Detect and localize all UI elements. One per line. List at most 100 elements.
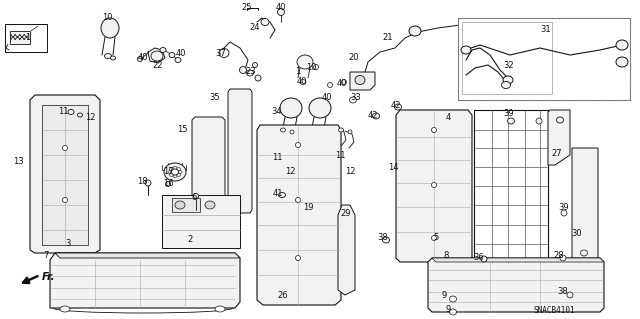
Ellipse shape: [166, 182, 170, 187]
Polygon shape: [10, 31, 30, 44]
Ellipse shape: [178, 170, 182, 174]
Ellipse shape: [261, 19, 269, 26]
Ellipse shape: [296, 256, 301, 261]
Polygon shape: [257, 125, 341, 305]
Ellipse shape: [561, 210, 567, 216]
Ellipse shape: [348, 130, 352, 134]
Text: 20: 20: [349, 54, 359, 63]
Ellipse shape: [104, 54, 111, 58]
Text: 40: 40: [337, 78, 348, 87]
Text: 14: 14: [388, 164, 398, 173]
Ellipse shape: [169, 53, 175, 57]
Text: 11: 11: [58, 108, 68, 116]
Ellipse shape: [215, 306, 225, 312]
Text: 38: 38: [557, 286, 568, 295]
Ellipse shape: [296, 197, 301, 203]
Ellipse shape: [278, 192, 285, 197]
Ellipse shape: [297, 55, 313, 69]
Ellipse shape: [63, 145, 67, 151]
Ellipse shape: [205, 201, 215, 209]
Ellipse shape: [431, 235, 436, 241]
Ellipse shape: [296, 143, 301, 147]
Polygon shape: [55, 253, 240, 258]
Text: 39: 39: [559, 204, 570, 212]
Ellipse shape: [168, 170, 172, 174]
Text: 24: 24: [250, 23, 260, 32]
Ellipse shape: [536, 118, 542, 124]
Text: 10: 10: [306, 63, 316, 71]
Ellipse shape: [431, 182, 436, 188]
Ellipse shape: [355, 76, 365, 85]
Text: 35: 35: [210, 93, 220, 101]
Ellipse shape: [164, 163, 186, 181]
Text: 12: 12: [84, 114, 95, 122]
Ellipse shape: [508, 118, 515, 124]
Text: 28: 28: [554, 250, 564, 259]
Ellipse shape: [567, 292, 573, 298]
Text: 3: 3: [65, 239, 70, 248]
Text: 42: 42: [368, 110, 378, 120]
Ellipse shape: [170, 173, 173, 176]
Text: 7: 7: [44, 250, 49, 259]
Ellipse shape: [193, 194, 198, 198]
Ellipse shape: [253, 63, 257, 68]
Polygon shape: [162, 195, 240, 248]
Text: 2: 2: [188, 235, 193, 244]
Ellipse shape: [60, 306, 70, 312]
Polygon shape: [428, 258, 604, 312]
Ellipse shape: [160, 48, 166, 53]
Polygon shape: [432, 258, 604, 262]
Text: 17: 17: [163, 167, 173, 175]
Text: 32: 32: [504, 61, 515, 70]
Text: 1: 1: [26, 33, 31, 42]
Text: 38: 38: [378, 234, 388, 242]
Text: 8: 8: [444, 250, 449, 259]
Text: 41: 41: [273, 189, 284, 197]
Ellipse shape: [383, 237, 390, 243]
Ellipse shape: [175, 57, 181, 63]
Ellipse shape: [68, 109, 74, 115]
Text: 37: 37: [216, 48, 227, 57]
Text: 33: 33: [351, 93, 362, 102]
Polygon shape: [474, 110, 548, 262]
Text: 1: 1: [296, 68, 301, 77]
Ellipse shape: [173, 174, 177, 177]
Text: 9: 9: [445, 306, 451, 315]
Text: 12: 12: [345, 167, 355, 175]
Bar: [5, 24, 47, 52]
Polygon shape: [42, 105, 88, 245]
Text: SNACB4101: SNACB4101: [533, 306, 575, 315]
Ellipse shape: [309, 98, 331, 118]
Text: 15: 15: [177, 125, 188, 135]
Ellipse shape: [177, 168, 180, 171]
Polygon shape: [302, 204, 318, 212]
Text: 5: 5: [433, 234, 438, 242]
Text: 12: 12: [285, 167, 295, 176]
Ellipse shape: [280, 128, 285, 132]
Ellipse shape: [409, 26, 421, 36]
Text: 16: 16: [163, 179, 173, 188]
Text: 39: 39: [504, 108, 515, 117]
Ellipse shape: [63, 197, 67, 203]
Ellipse shape: [394, 104, 401, 110]
Ellipse shape: [580, 250, 588, 256]
Bar: [458, 18, 630, 100]
Text: 29: 29: [340, 209, 351, 218]
Text: 18: 18: [137, 177, 147, 187]
Text: 36: 36: [474, 253, 484, 262]
Ellipse shape: [300, 79, 306, 85]
Ellipse shape: [503, 76, 513, 84]
Ellipse shape: [239, 66, 246, 73]
Polygon shape: [572, 148, 598, 300]
Polygon shape: [192, 117, 225, 213]
Text: 40: 40: [297, 78, 307, 86]
Text: 34: 34: [272, 108, 282, 116]
Text: 40: 40: [176, 48, 186, 57]
Ellipse shape: [111, 56, 115, 60]
Text: 40: 40: [276, 4, 286, 12]
Ellipse shape: [173, 167, 177, 169]
Ellipse shape: [342, 79, 346, 85]
Polygon shape: [30, 95, 100, 253]
Text: 4: 4: [445, 114, 451, 122]
Text: Fr.: Fr.: [42, 272, 56, 282]
